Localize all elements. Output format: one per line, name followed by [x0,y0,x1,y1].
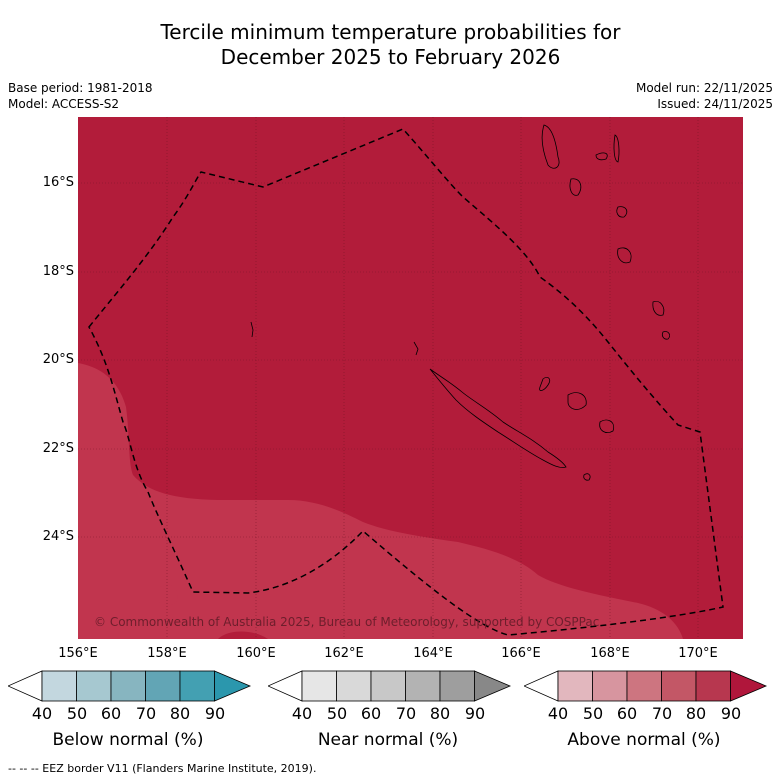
above-tick-90: 90 [720,704,742,723]
legend-near-swatch-1 [301,670,337,702]
eez-footnote: -- -- -- EEZ border V11 (Flanders Marine… [8,762,317,775]
below-tick-80: 80 [169,704,191,723]
legend-below-swatch-6 [214,670,252,702]
probability-field-above-70-patch [158,584,178,606]
copyright-notice: © Commonwealth of Australia 2025, Bureau… [94,615,599,629]
legend-above-normal [524,670,768,702]
lat-label-22s: 22°S [42,441,74,456]
loyalty-island-mare [599,419,615,433]
vanuatu-ambae [595,152,608,161]
legend-above-swatch-1 [557,670,593,702]
legend-above-swatch-2 [592,670,628,702]
vanuatu-tanna [652,300,665,316]
legend-near-swatch-0 [268,670,303,702]
below-tick-70: 70 [135,704,157,723]
near-tick-50: 50 [326,704,348,723]
legend-near-swatch-5 [439,670,475,702]
lon-label-170e: 170°E [678,646,718,661]
title-line-2: December 2025 to February 2026 [220,45,561,69]
legend-near-swatch-4 [405,670,441,702]
above-tick-70: 70 [651,704,673,723]
legend-below-swatch-0 [8,670,43,702]
model-run: Model run: 22/11/2025 [635,81,773,95]
legend-below-swatch-2 [76,670,112,702]
vanuatu-efate [616,206,628,218]
lon-label-162e: 162°E [324,646,364,661]
lon-label-160e: 160°E [236,646,276,661]
model-name: Model: ACCESS-S2 [8,97,120,111]
loyalty-island-ouvea [539,377,551,391]
legend-title-below: Below normal (%) [52,730,204,750]
above-tick-40: 40 [547,704,569,723]
near-tick-70: 70 [395,704,417,723]
legend-near-normal [268,670,512,702]
near-tick-90: 90 [464,704,486,723]
map-title: Tercile minimum temperature probabilitie… [0,20,781,70]
title-line-1: Tercile minimum temperature probabilitie… [160,20,621,44]
legend-title-near: Near normal (%) [317,730,459,750]
legend-below-swatch-5 [179,670,215,702]
near-tick-60: 60 [360,704,382,723]
legend-below-normal [8,670,252,702]
vanuatu-aneityum [661,331,671,340]
legend-near-swatch-2 [336,670,372,702]
vanuatu-erromango [617,247,632,264]
graticule [78,117,743,639]
lat-label-24s: 24°S [42,529,74,544]
issued-date: Issued: 24/11/2025 [657,97,773,111]
belep-islands [413,341,419,356]
meta-left: Base period: 1981-2018 Model: ACCESS-S2 [8,80,153,112]
isle-of-pines [583,473,591,481]
above-tick-80: 80 [685,704,707,723]
new-caledonia-island [429,368,567,468]
below-tick-40: 40 [31,704,53,723]
legend-near-swatch-6 [474,670,512,702]
legend-above-swatch-6 [730,670,768,702]
above-tick-50: 50 [582,704,604,723]
near-tick-40: 40 [291,704,313,723]
vanuatu-espiritu-santo [541,124,560,169]
loyalty-island-lifou [567,392,587,410]
lat-label-20s: 20°S [42,352,74,367]
lon-label-164e: 164°E [413,646,453,661]
lon-label-158e: 158°E [147,646,187,661]
chesterfield-reef [250,321,254,338]
legend-below-swatch-4 [145,670,181,702]
vanuatu-maewo [613,134,620,163]
base-period: Base period: 1981-2018 [8,81,153,95]
probability-field-above-80-bottom [218,631,268,639]
legend-above-swatch-5 [695,670,731,702]
lat-label-18s: 18°S [42,264,74,279]
lat-label-16s: 16°S [42,175,74,190]
lon-label-156e: 156°E [58,646,98,661]
near-tick-80: 80 [429,704,451,723]
legend-above-swatch-4 [661,670,697,702]
meta-right: Model run: 22/11/2025 Issued: 24/11/2025 [636,80,773,112]
legend-above-swatch-3 [626,670,662,702]
probability-field-above-70 [78,363,683,639]
legend-title-above: Above normal (%) [567,730,721,750]
lon-label-168e: 168°E [590,646,630,661]
legend-below-swatch-3 [110,670,146,702]
above-tick-60: 60 [616,704,638,723]
below-tick-60: 60 [100,704,122,723]
legend-near-swatch-3 [370,670,406,702]
below-tick-50: 50 [66,704,88,723]
legend-below-swatch-1 [41,670,77,702]
legend-above-swatch-0 [524,670,559,702]
below-tick-90: 90 [204,704,226,723]
vanuatu-malekula [569,178,582,196]
map-panel: © Commonwealth of Australia 2025, Bureau… [78,117,743,639]
lon-label-166e: 166°E [501,646,541,661]
